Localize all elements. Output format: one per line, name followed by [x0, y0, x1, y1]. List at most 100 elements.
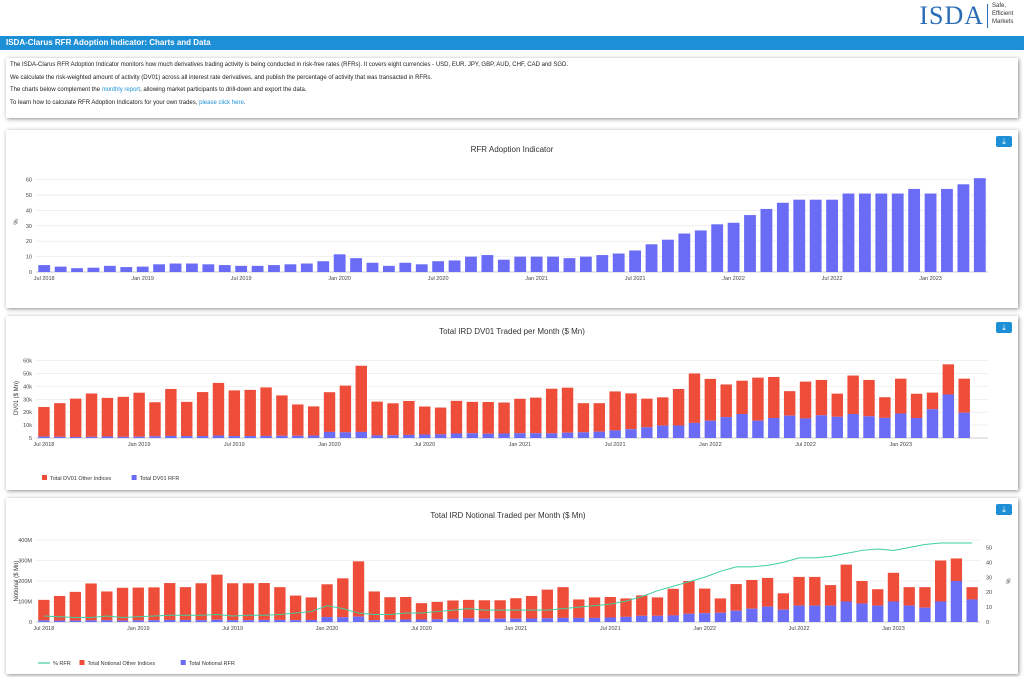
bar-rfr [573, 617, 585, 622]
bar-rfr [872, 605, 884, 622]
bar-other-indices [950, 558, 963, 581]
x-tick-label: Jan 2022 [722, 276, 745, 282]
bar-other-indices [793, 576, 805, 606]
bar-other-indices [831, 393, 843, 417]
bar-other-indices [847, 375, 859, 414]
download-button[interactable]: ⤓ [996, 136, 1012, 147]
bar-other-indices [482, 402, 494, 434]
bar-other-indices [419, 406, 431, 435]
y2-tick-label: 50 [986, 545, 992, 551]
x-tick-label: Jan 2021 [509, 442, 532, 448]
bar-rfr [415, 619, 428, 622]
bar-rfr [242, 620, 255, 622]
bar-rfr [244, 436, 256, 438]
bar-rfr [450, 433, 463, 438]
bar-rfr [609, 430, 621, 438]
bar-other-indices [510, 598, 522, 619]
bar-other-indices [672, 388, 685, 426]
bar-rfr [714, 612, 727, 622]
y-tick-label: 400M [18, 538, 32, 544]
bar-rfr [323, 431, 336, 438]
bar-other-indices [321, 584, 333, 618]
bar-other-indices [856, 581, 868, 604]
bar-other-indices [625, 393, 637, 430]
bar [432, 261, 445, 272]
bar-other-indices [541, 589, 553, 619]
bar-other-indices [593, 403, 605, 432]
bar-other-indices [667, 588, 679, 616]
bar-other-indices [101, 397, 114, 437]
bar-rfr [942, 394, 955, 438]
bar-rfr [69, 436, 82, 438]
y-axis-label: % [14, 219, 20, 225]
legend-label: Total DV01 Other Indices [50, 476, 111, 482]
bar-rfr [384, 619, 396, 622]
bar-other-indices [292, 404, 304, 436]
x-tick-label: Jan 2023 [882, 626, 905, 632]
bar-other-indices [714, 598, 727, 613]
y-tick-label: 200M [18, 579, 32, 585]
bar-other-indices [736, 380, 748, 414]
bar-rfr [463, 618, 475, 622]
bar-other-indices [307, 406, 320, 436]
bar-rfr [494, 618, 506, 622]
bar-other-indices [195, 583, 207, 621]
notional-chart: Total IRD Notional Traded per Month ($ M… [14, 511, 1010, 667]
bar-other-indices [450, 400, 463, 434]
x-tick-label: Jul 2019 [222, 626, 243, 632]
bar-rfr [195, 620, 207, 622]
bar-other-indices [636, 595, 648, 616]
bar-rfr [799, 418, 812, 438]
bar [678, 233, 691, 272]
bar-rfr [227, 620, 239, 622]
x-tick-label: Jul 2022 [822, 276, 843, 282]
bar-rfr [196, 436, 209, 438]
bar-other-indices [699, 588, 711, 614]
click-here-link[interactable]: please click here [199, 99, 244, 106]
bar-rfr [117, 436, 129, 438]
bar-other-indices [809, 576, 821, 606]
bar-rfr [525, 618, 538, 622]
bar [202, 264, 215, 272]
bar-rfr [593, 431, 605, 438]
bar [629, 250, 642, 272]
bar-other-indices [872, 589, 884, 606]
bar-other-indices [38, 407, 50, 437]
x-tick-label: Jul 2021 [600, 626, 621, 632]
bar-other-indices [387, 403, 399, 436]
intro-paragraph-3: The charts below complement the monthly … [10, 87, 307, 94]
bar-rfr [164, 619, 176, 622]
download-button[interactable]: ⤓ [996, 322, 1012, 333]
bar-rfr [824, 605, 837, 622]
bar-rfr [53, 620, 66, 622]
bar-other-indices [903, 587, 915, 606]
bar [826, 199, 838, 272]
bar-rfr [926, 409, 939, 438]
x-tick-label: Jul 2022 [789, 626, 810, 632]
bar [973, 178, 986, 272]
bar-rfr [667, 615, 679, 622]
bar-rfr [777, 609, 789, 622]
bar-other-indices [276, 395, 288, 436]
bar-rfr [950, 581, 963, 622]
bar-rfr [260, 435, 272, 438]
monthly-report-link[interactable]: monthly report [101, 87, 141, 94]
rfr-adoption-chart-panel: ⤓ RFR Adoption Indicator 0 10 20 30 40 50 60% Ju… [6, 130, 1018, 308]
bar [694, 230, 707, 272]
chart-title: RFR Adoption Indicator [471, 145, 554, 154]
bar [235, 265, 248, 272]
bar-rfr [211, 619, 223, 622]
x-tick-label: Jan 2022 [693, 626, 716, 632]
bar-other-indices [879, 397, 891, 418]
bar [136, 266, 149, 272]
bar-rfr [641, 427, 653, 438]
bar-other-indices [242, 583, 255, 621]
bar-other-indices [919, 587, 931, 608]
bar-other-indices [384, 597, 396, 620]
download-button[interactable]: ⤓ [996, 504, 1012, 515]
x-tick-label: Jul 2018 [33, 626, 54, 632]
bar [251, 265, 264, 272]
bar-rfr [736, 414, 748, 438]
legend-label: Total Notional Other Indices [88, 661, 156, 667]
bar-other-indices [69, 591, 81, 621]
